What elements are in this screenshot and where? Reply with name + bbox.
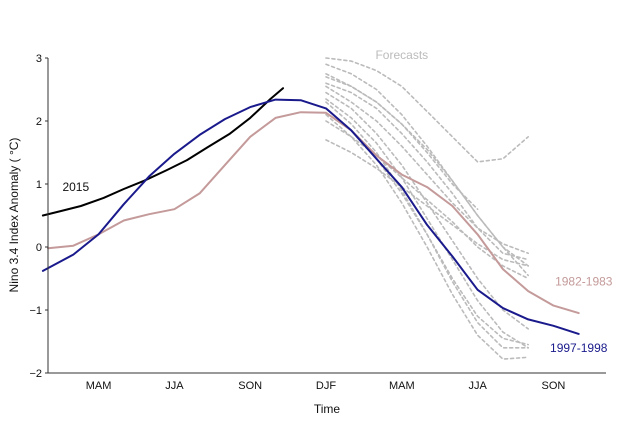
series-line-forecast-8 bbox=[325, 98, 530, 349]
annotation-layer: Forecasts 2015 1982-1983 1997-1998 bbox=[62, 48, 612, 355]
series-line-1982-1983 bbox=[47, 111, 580, 315]
series-line-forecast-6 bbox=[325, 85, 530, 255]
y-axis-title: Nino 3.4 Index Anomaly ( °C) bbox=[7, 138, 21, 293]
x-tick-labels: MAM JJA SON DJF MAM JJA SON bbox=[86, 380, 566, 392]
annotation-1997-1998: 1997-1998 bbox=[550, 341, 608, 355]
x-tick-label: MAM bbox=[389, 380, 415, 392]
series-layer bbox=[41, 57, 580, 360]
x-tick-label: JJA bbox=[468, 380, 487, 392]
series-line-forecast-11 bbox=[325, 113, 530, 360]
x-tick-label: JJA bbox=[165, 380, 184, 392]
series-line-1997-1998 bbox=[41, 98, 580, 335]
x-tick-label: DJF bbox=[316, 380, 336, 392]
y-tick-label: 0 bbox=[36, 242, 42, 254]
annotation-1982-1983: 1982-1983 bbox=[555, 275, 613, 289]
plot-area: Forecasts 2015 1982-1983 1997-1998 bbox=[41, 48, 613, 360]
y-tick-label: −1 bbox=[29, 305, 42, 317]
series-line-2015 bbox=[41, 87, 284, 217]
series-line-forecast-7 bbox=[325, 91, 530, 330]
x-tick-label: SON bbox=[542, 380, 566, 392]
y-tick-label: 3 bbox=[36, 53, 42, 65]
series-line-forecast-12 bbox=[325, 120, 530, 280]
series-line-forecast-5 bbox=[325, 82, 530, 261]
annotation-2015: 2015 bbox=[62, 180, 89, 194]
x-tick-label: SON bbox=[238, 380, 262, 392]
series-line-forecast-10 bbox=[325, 107, 530, 346]
series-line-forecast-13 bbox=[325, 139, 530, 267]
series-line-forecast-1 bbox=[325, 57, 530, 163]
series-line-forecast-4 bbox=[325, 76, 479, 210]
y-tick-label: 1 bbox=[36, 179, 42, 191]
x-axis-title: Time bbox=[314, 402, 341, 416]
x-tick-label: MAM bbox=[86, 380, 112, 392]
y-tick-label: 2 bbox=[36, 116, 42, 128]
y-tick-label: −2 bbox=[29, 368, 42, 380]
annotation-forecasts: Forecasts bbox=[375, 48, 428, 62]
y-tick-labels: −2 −1 0 1 2 3 bbox=[29, 53, 48, 380]
